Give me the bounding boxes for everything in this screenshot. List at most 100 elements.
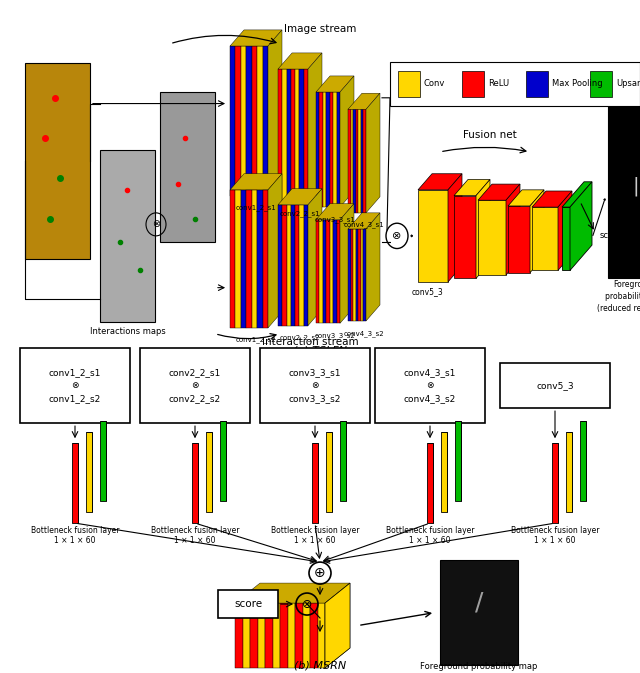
Polygon shape	[418, 174, 462, 190]
Text: Bottleneck fusion layer: Bottleneck fusion layer	[386, 526, 474, 535]
Polygon shape	[310, 603, 317, 668]
Bar	[390, 62, 640, 106]
Polygon shape	[250, 603, 257, 668]
Polygon shape	[230, 190, 236, 328]
Polygon shape	[454, 180, 490, 196]
Polygon shape	[508, 206, 530, 273]
Bar	[462, 71, 484, 97]
Polygon shape	[235, 603, 243, 668]
Polygon shape	[278, 69, 282, 201]
Polygon shape	[295, 69, 300, 201]
Polygon shape	[476, 180, 490, 279]
Polygon shape	[192, 443, 198, 523]
Polygon shape	[325, 583, 350, 668]
Polygon shape	[319, 92, 323, 207]
Polygon shape	[278, 53, 322, 69]
Text: conv4_3_s2: conv4_3_s2	[344, 330, 384, 336]
Bar	[440, 560, 518, 665]
Polygon shape	[351, 109, 353, 213]
Text: Bottleneck fusion layer: Bottleneck fusion layer	[31, 526, 119, 535]
Polygon shape	[241, 190, 246, 328]
Polygon shape	[273, 603, 280, 668]
Polygon shape	[532, 191, 572, 207]
Polygon shape	[287, 603, 295, 668]
Polygon shape	[316, 76, 354, 92]
Polygon shape	[300, 205, 304, 326]
Polygon shape	[100, 421, 106, 501]
Polygon shape	[291, 205, 295, 326]
Polygon shape	[330, 220, 333, 323]
Text: conv3_3_s1
⊗
conv3_3_s2: conv3_3_s1 ⊗ conv3_3_s2	[289, 368, 341, 403]
Text: ⊗: ⊗	[392, 231, 402, 241]
Polygon shape	[364, 109, 366, 213]
Text: conv2_2_s1: conv2_2_s1	[280, 210, 320, 217]
Polygon shape	[566, 432, 572, 512]
Polygon shape	[230, 46, 236, 196]
Polygon shape	[236, 46, 241, 196]
Polygon shape	[317, 603, 325, 668]
Bar	[398, 71, 420, 97]
Polygon shape	[282, 69, 287, 201]
Polygon shape	[552, 443, 558, 523]
Polygon shape	[265, 603, 273, 668]
Polygon shape	[268, 30, 282, 196]
Polygon shape	[280, 603, 287, 668]
Polygon shape	[220, 421, 226, 501]
Polygon shape	[358, 229, 361, 321]
Text: 1 × 1 × 60: 1 × 1 × 60	[294, 536, 336, 545]
Polygon shape	[333, 92, 337, 207]
Polygon shape	[580, 421, 586, 501]
Bar	[160, 92, 215, 242]
Polygon shape	[441, 432, 447, 512]
Text: conv2_2_s1
⊗
conv2_2_s2: conv2_2_s1 ⊗ conv2_2_s2	[169, 368, 221, 403]
Polygon shape	[562, 207, 570, 271]
Polygon shape	[287, 205, 291, 326]
Text: 1 × 1 × 60: 1 × 1 × 60	[174, 536, 216, 545]
Bar	[608, 94, 640, 279]
Polygon shape	[478, 184, 520, 200]
Text: conv4_3_s1: conv4_3_s1	[344, 221, 385, 228]
Text: conv1_2_s1: conv1_2_s1	[236, 205, 276, 211]
Text: conv5_3: conv5_3	[536, 381, 574, 390]
Polygon shape	[304, 205, 308, 326]
Bar	[500, 363, 610, 409]
Polygon shape	[337, 220, 340, 323]
Bar	[590, 71, 612, 97]
Polygon shape	[323, 92, 326, 207]
Bar	[140, 348, 250, 423]
Polygon shape	[348, 93, 380, 109]
Text: conv1_2_s1
⊗
conv1_2_s2: conv1_2_s1 ⊗ conv1_2_s2	[49, 368, 101, 403]
Text: conv3_3_s1: conv3_3_s1	[315, 216, 355, 223]
Polygon shape	[333, 220, 337, 323]
Polygon shape	[326, 432, 332, 512]
Polygon shape	[257, 603, 265, 668]
Polygon shape	[366, 213, 380, 321]
Polygon shape	[206, 432, 212, 512]
Polygon shape	[325, 583, 350, 668]
Polygon shape	[530, 190, 544, 273]
Polygon shape	[478, 200, 506, 275]
Polygon shape	[358, 109, 361, 213]
Text: 1 × 1 × 60: 1 × 1 × 60	[409, 536, 451, 545]
Polygon shape	[295, 205, 300, 326]
Text: ⊗: ⊗	[152, 219, 160, 229]
Polygon shape	[246, 190, 252, 328]
Text: /: /	[475, 590, 483, 614]
Text: conv3_3_s2: conv3_3_s2	[315, 332, 355, 339]
Text: conv1_2_s2: conv1_2_s2	[236, 336, 276, 343]
Text: conv2_2_s2: conv2_2_s2	[280, 334, 320, 341]
Text: Interaction stream: Interaction stream	[262, 337, 358, 347]
Polygon shape	[337, 92, 340, 207]
Text: (b) MSRN: (b) MSRN	[294, 660, 346, 670]
Polygon shape	[282, 205, 287, 326]
Polygon shape	[308, 53, 322, 201]
Text: ReLU: ReLU	[488, 79, 509, 88]
Text: score: score	[600, 232, 623, 240]
Text: Max Pooling: Max Pooling	[552, 79, 603, 88]
Polygon shape	[287, 69, 291, 201]
Polygon shape	[303, 603, 310, 668]
Polygon shape	[366, 93, 380, 213]
Polygon shape	[268, 174, 282, 328]
Polygon shape	[243, 603, 250, 668]
Text: Image stream: Image stream	[284, 24, 356, 34]
